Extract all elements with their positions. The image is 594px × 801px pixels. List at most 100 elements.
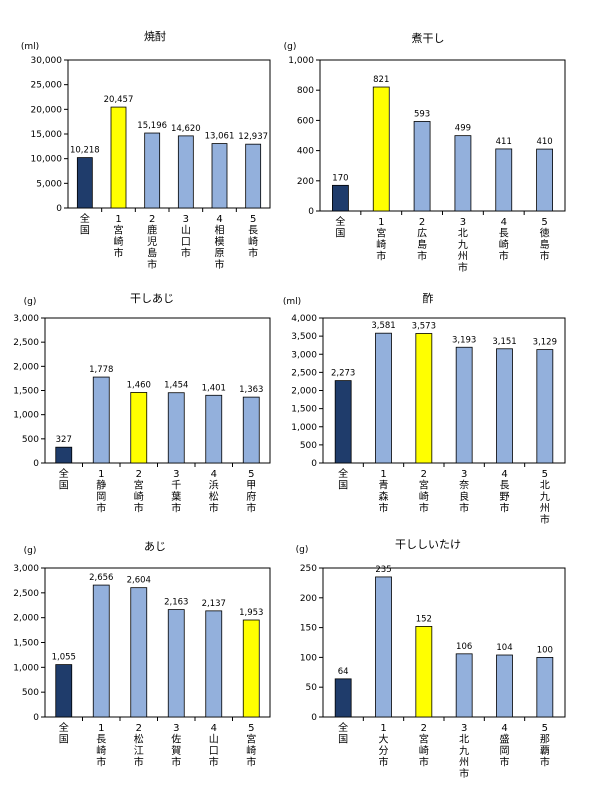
unit-label: (ml)	[283, 297, 301, 307]
chart-hoshishiitake: 干ししいたけ (g) 0 50 100 150 200 250 64 全国 235 1 大分市 152 2 宮…	[296, 538, 566, 780]
bar	[332, 184, 349, 212]
chart-title: あじ	[144, 540, 166, 553]
bar	[144, 132, 161, 209]
y-tick-label: 0	[311, 459, 317, 469]
y-tick-label: 400	[297, 147, 314, 157]
bar	[55, 446, 73, 464]
x-tick-label: 2 宮崎市	[134, 469, 144, 515]
data-label: 2,604	[127, 576, 151, 586]
y-tick-label: 2,500	[13, 589, 39, 599]
data-label: 1,055	[52, 653, 76, 663]
data-label: 106	[456, 642, 472, 652]
data-label: 3,193	[452, 335, 476, 345]
bar	[242, 396, 260, 464]
data-label: 20,457	[104, 95, 134, 105]
bar	[495, 148, 513, 212]
plot-area	[322, 317, 566, 464]
data-label: 2,137	[202, 599, 226, 609]
x-tick-label: 全国	[80, 212, 90, 237]
y-tick-label: 250	[300, 564, 317, 574]
data-label: 3,129	[533, 338, 557, 348]
x-tick-label: 1 静岡市	[96, 469, 106, 515]
x-tick-label: 2 鹿児島市	[147, 214, 157, 271]
bar	[536, 657, 554, 718]
y-tick-label: 3,000	[291, 350, 317, 360]
bar	[205, 394, 223, 464]
x-tick-label: 2 広島市	[417, 217, 427, 263]
bar	[55, 664, 73, 718]
y-tick-label: 1,000	[13, 663, 39, 673]
chart-title: 干ししいたけ	[395, 538, 461, 551]
plot-area	[44, 567, 271, 718]
bar	[415, 626, 433, 718]
y-tick-label: 100	[300, 653, 317, 663]
x-tick-label: 5 北九州市	[540, 469, 550, 526]
data-label: 13,061	[205, 132, 235, 142]
x-tick-label: 3 千葉市	[171, 469, 181, 515]
bar	[177, 135, 194, 209]
plot-area	[322, 567, 566, 718]
unit-label: (g)	[284, 42, 297, 52]
x-tick-label: 1 青森市	[379, 469, 389, 515]
y-tick-label: 20,000	[31, 105, 63, 115]
x-tick-label: 3 北九州市	[458, 217, 468, 274]
bar	[334, 380, 352, 464]
y-tick-label: 3,000	[13, 314, 39, 324]
y-tick-label: 10,000	[31, 155, 63, 165]
data-label: 152	[416, 614, 432, 624]
plot-area	[44, 317, 271, 464]
data-label: 411	[496, 137, 512, 147]
bar	[92, 584, 110, 718]
x-tick-label: 4 長野市	[500, 469, 510, 515]
y-tick-label: 150	[300, 624, 317, 634]
data-label: 1,460	[127, 380, 151, 390]
bar	[334, 678, 352, 718]
bar	[413, 121, 431, 212]
chart-aji: あじ (g) 0 500 1,000 1,500 2,000 2,500 3,000 1,055 全…	[13, 540, 271, 769]
chart-title: 焼酎	[144, 29, 166, 43]
chart-niboshi: 煮干し (g) 0 200 400 600 800 1,000 170 全国 821 1 宮崎市 593 2…	[284, 32, 566, 274]
data-label: 3,573	[412, 321, 436, 331]
data-label: 410	[536, 137, 552, 147]
x-tick-label: 全国	[335, 215, 345, 240]
y-tick-label: 2,500	[13, 338, 39, 348]
x-tick-label: 1 大分市	[379, 723, 389, 769]
chart-title: 干しあじ	[130, 292, 174, 305]
data-label: 1,778	[89, 365, 113, 375]
bar	[496, 348, 513, 464]
bar	[415, 333, 433, 464]
x-tick-label: 1 宮崎市	[114, 214, 124, 260]
y-tick-label: 3,000	[13, 564, 39, 574]
y-tick-label: 0	[56, 204, 62, 214]
x-tick-label: 全国	[59, 721, 69, 746]
y-tick-label: 200	[300, 594, 317, 604]
y-tick-label: 200	[297, 177, 314, 187]
data-label: 14,620	[171, 124, 201, 134]
bar	[375, 332, 392, 464]
y-tick-label: 800	[297, 86, 314, 96]
y-tick-label: 1,000	[291, 423, 317, 433]
y-tick-label: 30,000	[31, 56, 63, 66]
x-tick-label: 3 山口市	[181, 214, 191, 260]
data-label: 1,953	[239, 608, 263, 618]
x-tick-label: 1 長崎市	[96, 723, 106, 769]
unit-label: (g)	[24, 297, 37, 307]
chart-title: 煮干し	[412, 32, 445, 45]
x-tick-label: 1 宮崎市	[376, 217, 386, 263]
data-label: 2,656	[89, 573, 113, 583]
y-tick-label: 25,000	[31, 81, 63, 91]
bar	[245, 143, 262, 209]
x-tick-label: 5 宮崎市	[246, 723, 256, 769]
y-tick-label: 15,000	[31, 130, 63, 140]
x-tick-label: 5 甲府市	[246, 469, 256, 515]
y-tick-label: 600	[297, 116, 314, 126]
y-tick-label: 0	[33, 459, 39, 469]
unit-label: (g)	[296, 545, 309, 555]
x-tick-label: 全国	[338, 467, 348, 492]
y-tick-label: 0	[33, 713, 39, 723]
bar	[536, 148, 553, 212]
data-label: 593	[414, 109, 430, 119]
x-tick-label: 5 那覇市	[540, 723, 550, 769]
data-label: 10,218	[70, 146, 100, 156]
